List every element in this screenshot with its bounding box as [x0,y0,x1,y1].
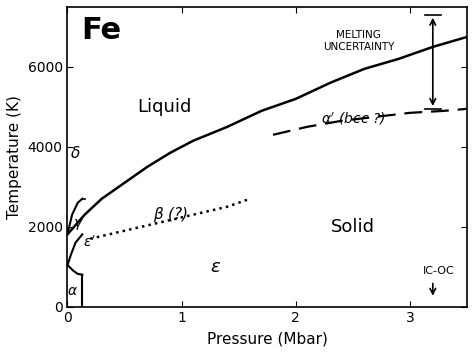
X-axis label: Pressure (Mbar): Pressure (Mbar) [207,331,328,346]
Text: $\delta$: $\delta$ [70,145,81,161]
Text: $\varepsilon$: $\varepsilon$ [210,258,221,276]
Text: $\varepsilon'$: $\varepsilon'$ [83,235,96,250]
Text: IC-OC: IC-OC [423,266,455,276]
Text: Solid: Solid [331,218,375,236]
Text: $\beta$ (?): $\beta$ (?) [153,205,188,224]
Text: MELTING: MELTING [336,30,381,40]
Text: $\gamma$: $\gamma$ [73,217,84,232]
Text: $\alpha'$ (bcc ?): $\alpha'$ (bcc ?) [320,111,385,127]
Text: $\alpha$: $\alpha$ [66,284,78,298]
Text: UNCERTAINTY: UNCERTAINTY [323,42,394,52]
Y-axis label: Temperature (K): Temperature (K) [7,95,22,219]
Text: Fe: Fe [82,17,122,46]
Text: Liquid: Liquid [137,98,191,116]
